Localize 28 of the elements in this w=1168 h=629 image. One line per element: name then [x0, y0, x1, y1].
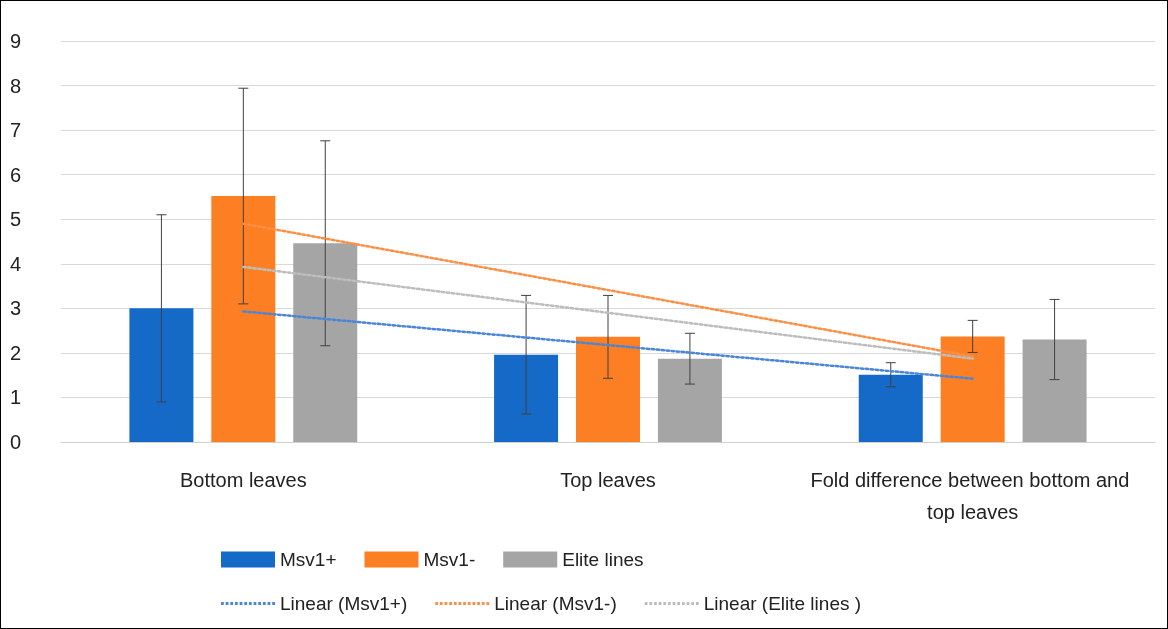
bar: [858, 374, 923, 442]
legend-label: Msv1+: [280, 549, 337, 570]
legend-label: Elite lines: [562, 549, 644, 570]
y-tick-label: 0: [9, 431, 21, 453]
y-tick-label: 3: [9, 297, 21, 320]
legend-label: Msv1-: [423, 549, 476, 570]
y-tick-label: 9: [9, 30, 21, 52]
x-tick-label: Top leaves: [560, 469, 656, 491]
bar: [576, 336, 640, 442]
y-tick-label: 2: [9, 341, 21, 364]
bar: [129, 308, 194, 442]
bar: [1022, 339, 1087, 442]
bar: [657, 358, 722, 442]
x-tick-label: Bottom leaves: [179, 469, 307, 491]
bar: [211, 196, 276, 442]
y-tick-label: 4: [9, 252, 21, 275]
y-tick-label: 7: [9, 119, 21, 142]
y-tick-label: 5: [9, 208, 21, 231]
bar: [494, 354, 559, 442]
bar: [293, 243, 358, 442]
x-tick-label: Fold difference between bottom and top leaves: [810, 469, 1135, 523]
y-tick-label: 1: [9, 386, 21, 409]
legend-label: Linear (Msv1-): [494, 593, 617, 614]
y-tick-label: 8: [9, 74, 21, 97]
bar: [940, 336, 1005, 442]
legend-label: Linear (Msv1+): [280, 593, 408, 614]
legend-label: Linear (Elite lines ): [703, 593, 862, 614]
y-tick-label: 6: [9, 163, 21, 186]
